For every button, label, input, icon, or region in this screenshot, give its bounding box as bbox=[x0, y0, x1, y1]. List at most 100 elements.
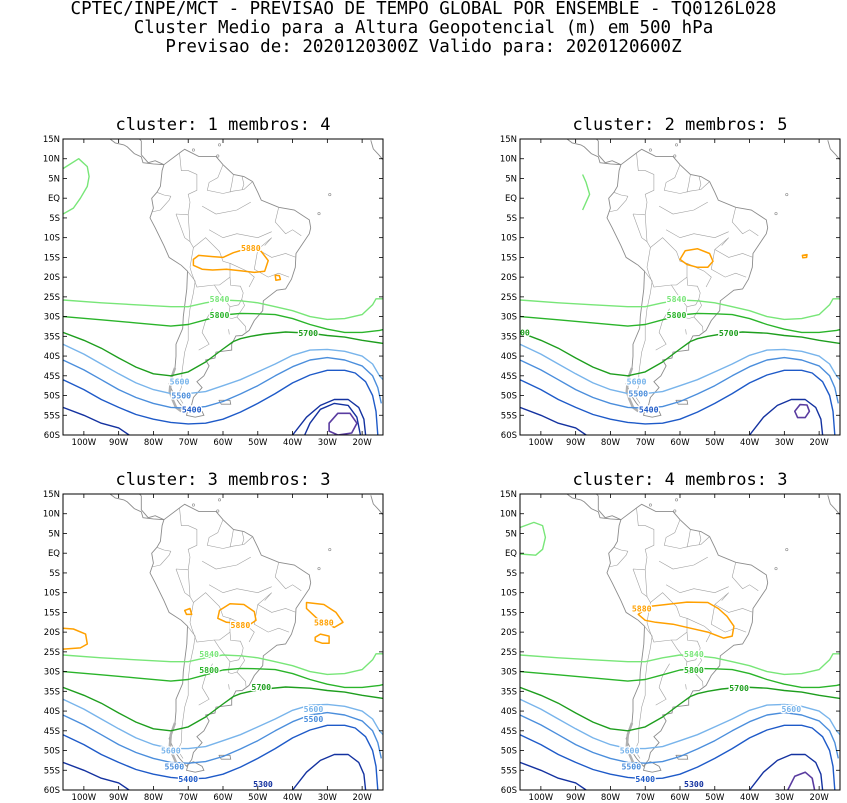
island bbox=[317, 567, 321, 571]
coastline bbox=[138, 494, 165, 521]
lon-label: 50W bbox=[248, 793, 268, 803]
contour-line bbox=[63, 158, 90, 215]
contour-label: 5500 bbox=[171, 391, 191, 401]
island bbox=[216, 509, 220, 513]
country-border bbox=[686, 618, 712, 643]
header-title-line2: Cluster Medio para a Altura Geopotencial… bbox=[133, 18, 714, 38]
contour-line bbox=[637, 601, 735, 639]
contour-label: 5600 bbox=[161, 746, 181, 756]
lon-label: 30W bbox=[775, 793, 795, 803]
lat-label: EQ bbox=[505, 549, 517, 559]
lat-label: 10S bbox=[44, 589, 60, 599]
island bbox=[674, 491, 676, 493]
contour-line bbox=[520, 406, 587, 435]
country-border bbox=[175, 213, 191, 242]
country-border bbox=[714, 249, 754, 258]
island bbox=[218, 143, 222, 147]
coastline bbox=[108, 139, 164, 166]
coastline bbox=[595, 139, 622, 166]
contour-label: 5840 bbox=[684, 649, 704, 659]
contour-line bbox=[63, 761, 130, 790]
map-frame bbox=[519, 138, 841, 436]
country-border bbox=[632, 213, 651, 268]
country-border bbox=[236, 299, 245, 318]
lat-label: 50S bbox=[44, 392, 60, 402]
lat-label: 45S bbox=[501, 372, 517, 382]
south-america-coastline bbox=[606, 148, 769, 413]
country-border bbox=[634, 271, 653, 404]
lon-label: 100W bbox=[529, 438, 554, 448]
contour-label: 5880 bbox=[231, 620, 251, 630]
lon-label: 90W bbox=[566, 438, 586, 448]
country-border bbox=[632, 568, 651, 623]
country-border bbox=[731, 207, 759, 236]
lat-label: 35S bbox=[44, 687, 60, 697]
country-border bbox=[151, 547, 172, 568]
south-america-coastline bbox=[606, 503, 769, 768]
country-border bbox=[665, 229, 729, 239]
map-frame bbox=[519, 493, 841, 791]
island bbox=[774, 212, 778, 216]
contour-line bbox=[63, 356, 382, 409]
contour-label: 5800 bbox=[684, 665, 704, 675]
lon-label: 30W bbox=[318, 793, 338, 803]
lon-label: 80W bbox=[601, 793, 621, 803]
contour-line bbox=[749, 753, 824, 790]
country-border bbox=[698, 531, 702, 545]
lat-label: 15S bbox=[44, 608, 60, 618]
panel-title: cluster: 1 membros: 4 bbox=[116, 115, 331, 135]
lat-label: 40S bbox=[501, 707, 517, 717]
country-border bbox=[655, 308, 670, 351]
contour-line bbox=[63, 627, 89, 650]
map-panel-2: cluster: 2 membros: 5 5840 5800 5700 5700 560… bbox=[500, 115, 841, 448]
lon-label: 60W bbox=[213, 438, 233, 448]
contour-label: 5840 bbox=[667, 294, 687, 304]
contour-line bbox=[314, 633, 330, 644]
lat-label: 20S bbox=[501, 273, 517, 283]
country-border bbox=[655, 663, 670, 706]
lon-label: 90W bbox=[109, 438, 129, 448]
country-border bbox=[608, 192, 629, 213]
lat-label: 60S bbox=[44, 431, 60, 441]
lat-label: 35S bbox=[501, 332, 517, 342]
country-border bbox=[208, 584, 272, 594]
country-border bbox=[684, 306, 704, 332]
lat-label: 10N bbox=[43, 510, 60, 520]
country-border bbox=[208, 229, 272, 239]
island bbox=[674, 136, 676, 138]
contour-line bbox=[801, 253, 808, 259]
country-border bbox=[257, 249, 297, 258]
country-border bbox=[685, 684, 687, 690]
contour-line bbox=[328, 412, 358, 435]
africa-coastline bbox=[370, 495, 383, 516]
contour-line bbox=[520, 356, 839, 409]
lon-label: 60W bbox=[213, 793, 233, 803]
lat-label: 60S bbox=[501, 786, 517, 796]
island bbox=[217, 136, 219, 138]
country-border bbox=[274, 207, 302, 236]
lat-label: 5S bbox=[49, 569, 60, 579]
lat-label: 10N bbox=[43, 155, 60, 165]
lon-label: 70W bbox=[179, 793, 199, 803]
island bbox=[675, 498, 679, 502]
map-panel-4: cluster: 4 membros: 3 5880 5840 5800 5700 560… bbox=[500, 470, 841, 803]
lat-label: 60S bbox=[44, 786, 60, 796]
lon-label: 30W bbox=[775, 438, 795, 448]
country-border bbox=[236, 654, 245, 673]
contour-line bbox=[63, 406, 130, 435]
island bbox=[675, 143, 679, 147]
lon-label: 20W bbox=[810, 438, 830, 448]
island bbox=[217, 491, 219, 493]
lat-label: 30S bbox=[44, 313, 60, 323]
contour-line bbox=[520, 698, 840, 750]
contour-label: 5800 bbox=[199, 665, 219, 675]
contour-line bbox=[520, 686, 840, 732]
lat-label: 40S bbox=[501, 352, 517, 362]
country-border bbox=[685, 329, 687, 335]
lat-label: 55S bbox=[44, 411, 60, 421]
country-border bbox=[646, 592, 688, 643]
contour-label: 5400 bbox=[635, 774, 655, 784]
contour-line bbox=[63, 312, 383, 334]
contour-label: 5600 bbox=[620, 746, 640, 756]
lon-label: 50W bbox=[705, 793, 725, 803]
